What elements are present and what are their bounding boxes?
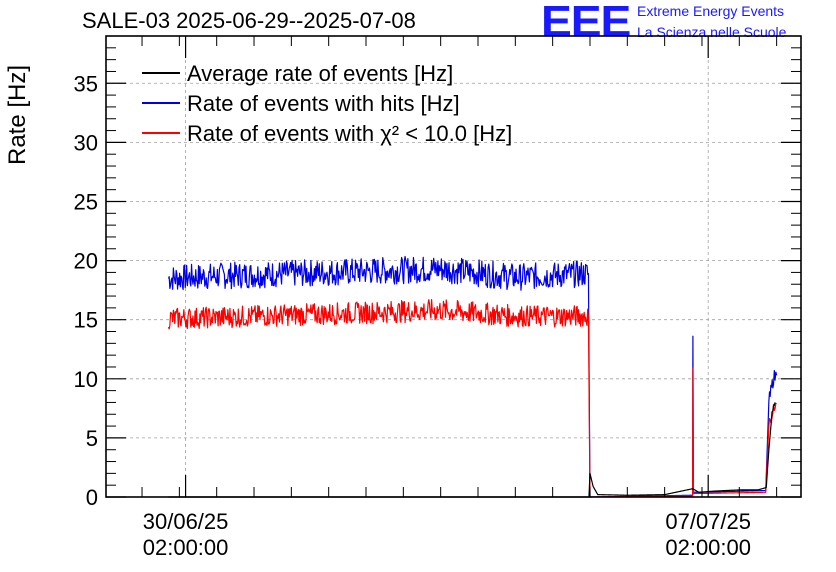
y-tick-label: 5 xyxy=(86,426,98,451)
legend-entry: Average rate of events [Hz] xyxy=(187,61,453,86)
y-tick-label: 20 xyxy=(74,249,98,274)
x-tick-time: 02:00:00 xyxy=(665,535,751,560)
x-tick-label: 30/06/25 02:00:00 xyxy=(111,509,261,561)
series-layer xyxy=(167,255,778,498)
x-tick-date: 07/07/25 xyxy=(665,509,751,534)
series-line xyxy=(168,402,776,498)
y-tick-label: 15 xyxy=(74,308,98,333)
y-tick-label: 35 xyxy=(74,71,98,96)
y-tick-label: 30 xyxy=(74,130,98,155)
logo-line-1: Extreme Energy Events xyxy=(637,3,785,19)
chart-title: SALE-03 2025-06-29--2025-07-08 xyxy=(82,8,416,33)
series-line xyxy=(167,298,777,498)
y-tick-label: 25 xyxy=(74,189,98,214)
legend-entry: Rate of events with hits [Hz] xyxy=(187,91,460,116)
legend-entry: Rate of events with χ² < 10.0 [Hz] xyxy=(187,121,512,146)
plot-frame xyxy=(105,35,802,498)
x-tick-time: 02:00:00 xyxy=(142,535,229,560)
legend: Average rate of events [Hz] Rate of event… xyxy=(142,61,512,146)
x-tick-label: 07/07/25 02:00:00 xyxy=(633,509,783,561)
y-tick-label: 0 xyxy=(86,485,98,510)
x-tick-date: 30/06/25 xyxy=(142,509,229,534)
series-line xyxy=(167,255,778,498)
y-tick-label: 10 xyxy=(74,367,98,392)
axis-ticks: 0 5 10 15 20 25 30 35 xyxy=(74,35,801,510)
